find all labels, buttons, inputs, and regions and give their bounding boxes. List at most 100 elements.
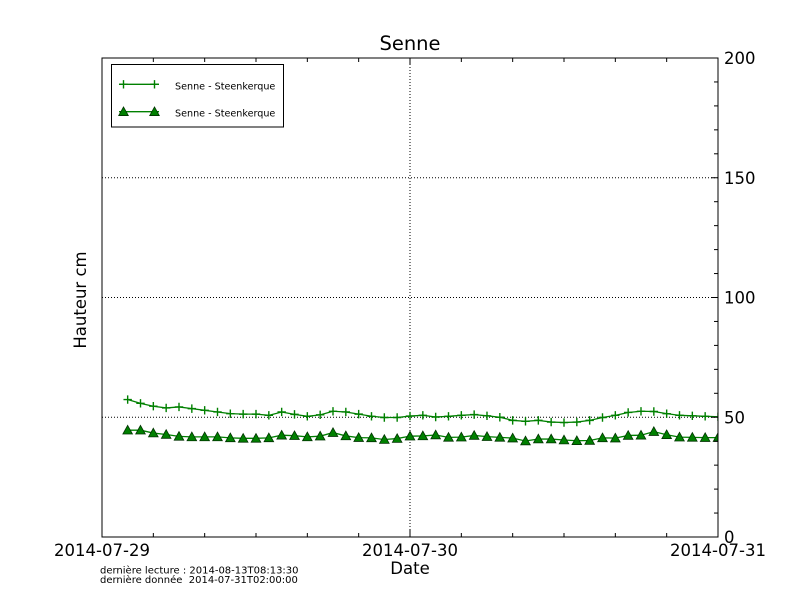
plus-marker [572,417,582,427]
triangle-marker [571,435,583,445]
plus-marker [392,413,402,422]
triangle-marker [378,433,390,444]
plus-marker [534,416,543,425]
triangle-marker [173,430,185,441]
triangle-marker [237,432,249,443]
plus-marker [482,411,492,421]
triangle-marker [263,432,275,443]
triangle-marker [327,426,339,437]
triangle-marker [443,431,454,442]
legend: Senne - Steenkerque Senne - Steenkerque [111,64,284,128]
plus-marker [367,412,376,421]
triangle-marker [545,433,557,444]
triangle-marker [635,429,647,440]
plus-marker [444,412,453,421]
plus-marker [662,409,671,418]
triangle-marker [276,429,288,440]
triangle-marker [622,429,634,440]
plus-marker [136,399,145,408]
plus-marker [598,413,607,422]
plus-marker [303,412,312,421]
triangle-marker [468,429,480,440]
plus-marker [119,80,128,89]
triangle-marker [430,429,442,440]
plus-marker [495,413,505,422]
plus-marker [354,409,363,419]
triangle-marker [712,431,718,442]
footer-derniere-lecture: dernière lecture : 2014-08-13T08:13:30 [100,565,299,577]
triangle-marker [455,431,467,442]
triangle-marker [520,435,531,446]
plus-marker [623,408,633,417]
plus-marker [675,411,684,420]
plus-marker [649,407,659,416]
gridlines [102,58,718,537]
plus-marker [264,411,274,420]
triangle-marker [494,431,506,442]
triangle-marker [224,432,236,443]
x-axis-label: Date [390,559,429,578]
footer-derniere-donnee: dernière donnée 2014-07-31T02:00:00 [100,574,298,586]
data-series [122,395,718,446]
axis-ticks [152,58,718,537]
plus-marker [315,410,325,420]
plus-marker [341,407,351,417]
triangle-marker [648,425,660,436]
triangle-marker [699,431,711,442]
triangle-marker [481,431,493,441]
triangle-marker [122,424,134,435]
y-tick-label: 50 [724,408,745,427]
triangle-marker [584,434,596,445]
plus-marker [700,412,710,421]
plus-marker [251,409,261,419]
plus-marker [405,411,415,421]
x-tick-label: 2014-07-29 [54,541,150,560]
plus-marker [174,402,184,412]
plus-marker [469,410,479,419]
plus-marker [380,413,389,422]
plus-marker [559,418,569,427]
triangle-marker [404,430,416,441]
triangle-marker [686,431,698,442]
triangle-marker [199,431,211,442]
legend-label-1: Senne - Steenkerque [175,82,275,93]
triangle-marker [160,428,172,439]
plus-marker [187,404,197,413]
plus-marker [161,403,171,413]
plus-marker [328,407,338,416]
legend-label-2: Senne - Steenkerque [175,109,275,120]
triangle-marker [532,433,544,444]
triangle-marker [609,432,621,443]
triangle-marker [186,431,198,442]
plus-marker [238,409,248,419]
triangle-marker [340,430,352,441]
plus-marker [611,411,620,420]
triangle-marker [250,432,262,443]
plus-marker [585,416,594,425]
y-tick-label: 100 [724,289,756,308]
plus-marker [636,407,646,416]
plus-marker [546,417,556,427]
plot-frame [101,57,719,538]
plus-marker [200,406,209,415]
plus-marker [431,412,440,422]
y-tick-label: 150 [724,169,756,188]
triangle-marker [118,106,129,116]
plus-marker [150,80,159,89]
plus-marker [123,395,132,404]
y-axis-label: Hauteur cm [71,251,90,348]
triangle-marker [149,106,160,116]
triangle-marker [147,427,159,438]
x-tick-label: 2014-07-31 [670,541,766,560]
plus-marker [149,402,158,411]
y-tick-label: 200 [724,49,756,68]
tick-labels: 2014-07-29 2014-07-30 2014-07-310 50 100 150 2… [54,49,766,560]
legend-box [111,64,284,128]
triangle-marker [661,429,673,439]
triangle-marker [301,431,313,442]
triangle-marker [597,432,608,443]
chart-title: Senne [379,32,440,55]
plus-marker [457,411,466,420]
triangle-marker [366,432,377,443]
